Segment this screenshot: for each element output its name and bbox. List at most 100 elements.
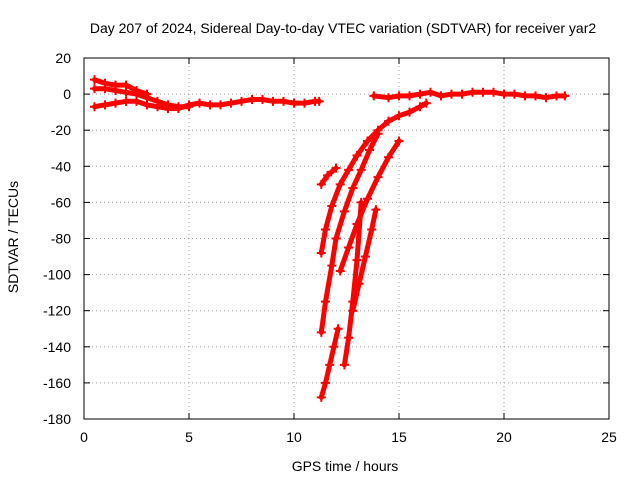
plot-frame bbox=[83, 57, 610, 420]
data-point bbox=[344, 165, 354, 175]
data-point bbox=[339, 206, 349, 216]
data-point bbox=[100, 100, 110, 110]
data-point bbox=[478, 87, 488, 97]
data-point bbox=[316, 179, 326, 189]
data-point bbox=[356, 197, 366, 207]
data-point bbox=[369, 91, 379, 101]
data-point bbox=[316, 248, 326, 258]
data-point bbox=[499, 89, 509, 99]
y-tick-label: -20 bbox=[51, 122, 71, 138]
data-point bbox=[90, 84, 99, 94]
data-point bbox=[360, 252, 370, 262]
data-point bbox=[367, 224, 377, 234]
x-tick-label: 15 bbox=[391, 429, 407, 445]
data-point bbox=[371, 205, 381, 215]
x-tick-label: 0 bbox=[80, 429, 88, 445]
data-point bbox=[316, 327, 326, 337]
data-point bbox=[344, 333, 354, 343]
data-point bbox=[132, 96, 141, 106]
data-point bbox=[426, 87, 435, 97]
data-point bbox=[316, 392, 326, 402]
data-point bbox=[421, 98, 431, 108]
data-point bbox=[268, 96, 278, 106]
data-point bbox=[394, 111, 404, 121]
y-tick-label: -40 bbox=[51, 158, 71, 174]
data-point bbox=[436, 91, 446, 101]
data-point bbox=[363, 194, 372, 204]
data-point bbox=[331, 234, 341, 243]
data-point bbox=[325, 360, 335, 370]
data-point bbox=[373, 172, 383, 182]
data-point bbox=[100, 84, 110, 94]
data-point bbox=[489, 87, 498, 97]
data-point bbox=[216, 100, 225, 110]
data-point bbox=[289, 98, 299, 108]
data-point bbox=[163, 104, 173, 114]
data-point bbox=[205, 100, 215, 110]
x-tick-label: 10 bbox=[286, 429, 302, 445]
data-point bbox=[457, 89, 467, 99]
chart-title: Day 207 of 2024, Sidereal Day-to-day VTE… bbox=[90, 20, 596, 36]
data-point bbox=[184, 100, 194, 110]
data-point bbox=[405, 91, 414, 101]
series-arc6 bbox=[316, 129, 383, 337]
y-axis-title: SDTVAR / TECUs bbox=[5, 181, 21, 293]
data-point bbox=[352, 255, 362, 265]
data-point bbox=[90, 75, 99, 85]
y-tick-label: -120 bbox=[43, 303, 71, 319]
y-tick-label: -80 bbox=[51, 231, 71, 247]
data-point bbox=[333, 324, 343, 334]
data-point bbox=[237, 96, 246, 106]
data-point bbox=[384, 116, 393, 126]
y-tick-label: -60 bbox=[51, 194, 71, 210]
data-point bbox=[520, 91, 530, 101]
data-point bbox=[331, 163, 341, 173]
y-tick-label: 0 bbox=[63, 86, 71, 102]
data-point bbox=[394, 91, 404, 101]
data-point bbox=[335, 266, 345, 276]
data-point bbox=[335, 179, 345, 189]
data-point bbox=[510, 89, 519, 99]
data-point bbox=[226, 98, 236, 108]
data-point bbox=[344, 243, 354, 253]
data-point bbox=[142, 100, 152, 110]
x-tick-label: 20 bbox=[496, 429, 512, 445]
data-point bbox=[111, 98, 120, 108]
data-point bbox=[247, 95, 257, 105]
data-point bbox=[314, 96, 324, 106]
data-point bbox=[348, 183, 358, 193]
y-tick-label: -100 bbox=[43, 267, 71, 283]
data-point bbox=[153, 102, 162, 112]
data-point bbox=[352, 150, 362, 160]
data-point bbox=[329, 342, 339, 352]
data-point bbox=[384, 152, 393, 162]
y-tick-label: -160 bbox=[43, 375, 71, 391]
series-arc4 bbox=[316, 163, 341, 189]
data-point bbox=[323, 170, 333, 180]
data-point bbox=[121, 87, 131, 97]
y-tick-label: -180 bbox=[43, 411, 71, 427]
data-point bbox=[356, 165, 366, 175]
data-point bbox=[321, 297, 330, 307]
tick-labels: 0 5 10 15 20 25 20 0 -20 -40 -60 -80 -100 -120 -140 -16… bbox=[43, 50, 617, 445]
data-point bbox=[447, 89, 456, 99]
data-point bbox=[384, 93, 393, 103]
data-point bbox=[90, 102, 99, 112]
data-point bbox=[327, 201, 337, 211]
data-point bbox=[468, 87, 477, 97]
data-point bbox=[405, 107, 414, 117]
x-tick-label: 25 bbox=[601, 429, 617, 445]
data-point bbox=[363, 136, 372, 146]
data-point bbox=[531, 91, 540, 101]
data-point bbox=[111, 85, 120, 95]
data-point bbox=[321, 224, 330, 234]
data-point bbox=[174, 104, 183, 114]
data-point bbox=[415, 102, 425, 112]
data-point bbox=[560, 91, 570, 101]
data-point bbox=[121, 96, 131, 106]
data-point bbox=[354, 279, 364, 289]
data-point bbox=[258, 95, 267, 105]
data-marks bbox=[90, 75, 570, 402]
